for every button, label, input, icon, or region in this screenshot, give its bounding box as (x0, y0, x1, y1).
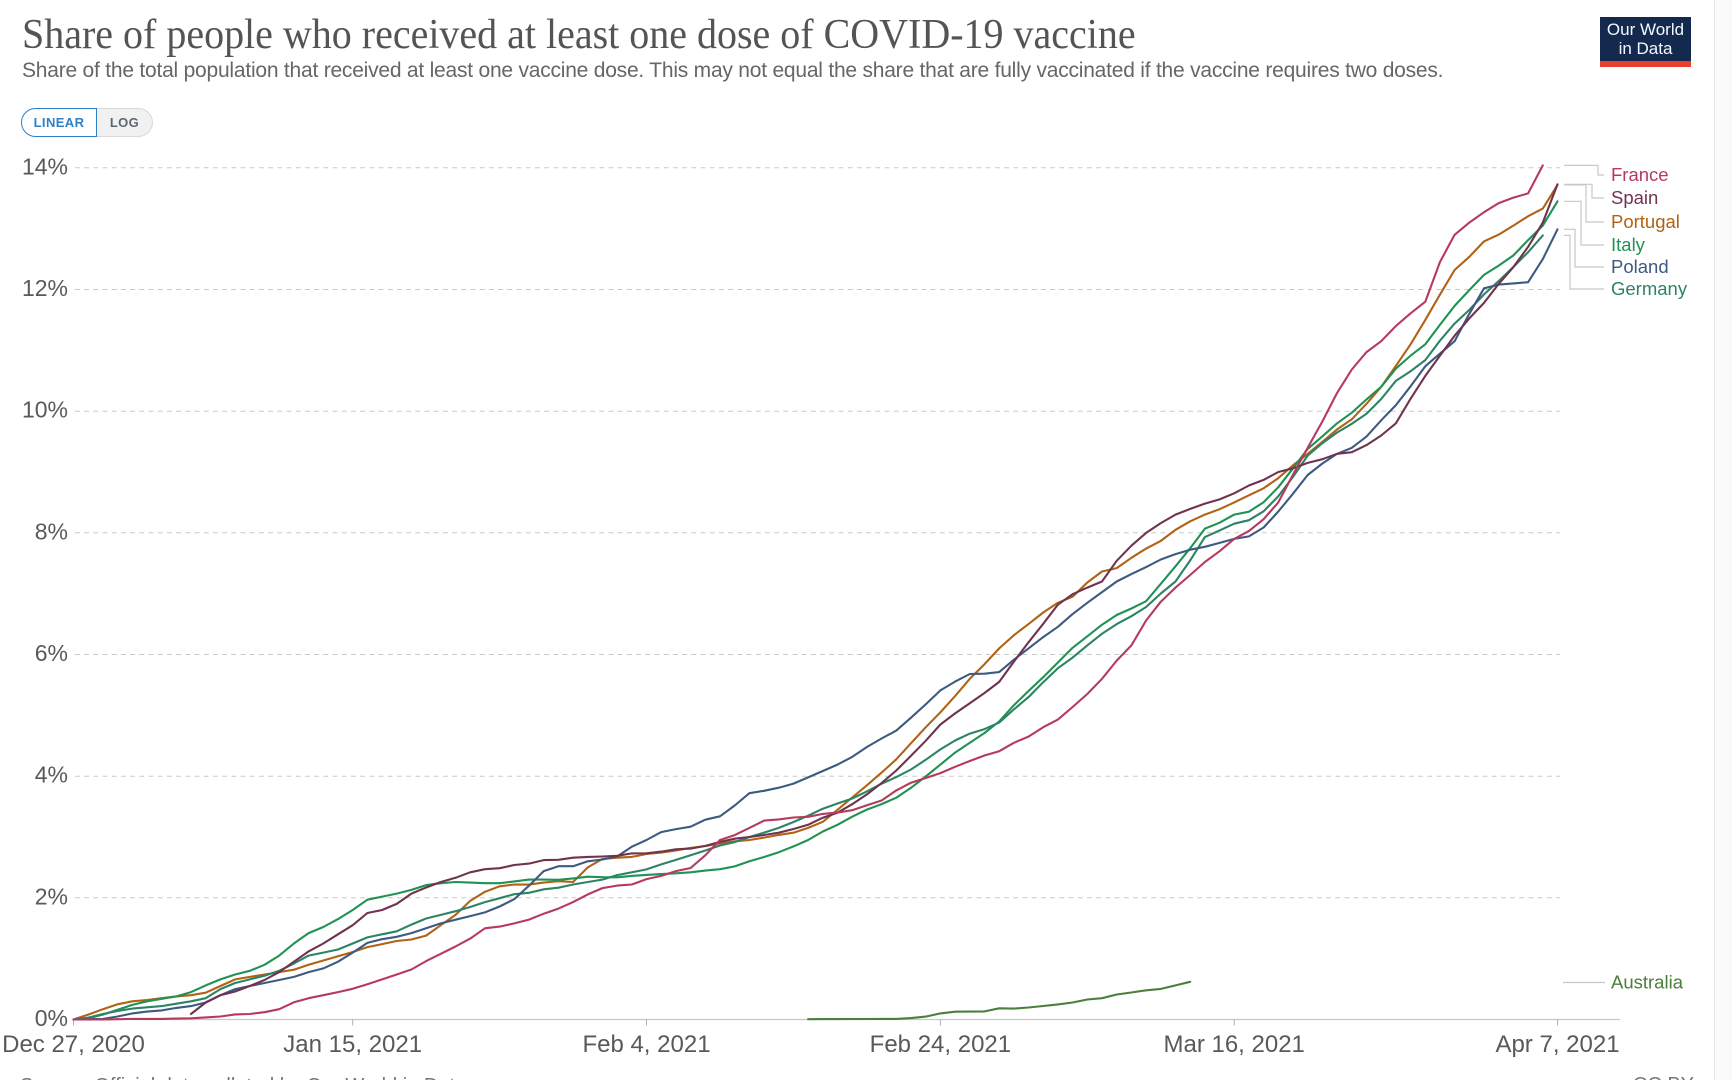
svg-text:CC BY: CC BY (1633, 1074, 1694, 1080)
svg-text:Portugal: Portugal (1611, 211, 1680, 232)
svg-text:Feb 24, 2021: Feb 24, 2021 (870, 1031, 1011, 1058)
svg-text:Italy: Italy (1611, 234, 1646, 255)
svg-text:Source: Official data collated: Source: Official data collated by Our Wo… (20, 1075, 467, 1080)
svg-text:8%: 8% (35, 518, 68, 544)
svg-text:Apr 7, 2021: Apr 7, 2021 (1495, 1031, 1619, 1058)
svg-text:4%: 4% (35, 762, 68, 788)
svg-text:Germany: Germany (1611, 278, 1688, 299)
svg-text:12%: 12% (22, 275, 68, 301)
svg-text:Mar 16, 2021: Mar 16, 2021 (1163, 1031, 1304, 1058)
svg-text:Spain: Spain (1611, 187, 1658, 208)
svg-text:2%: 2% (35, 883, 68, 909)
svg-text:Poland: Poland (1611, 256, 1669, 277)
svg-text:Feb 4, 2021: Feb 4, 2021 (582, 1031, 710, 1058)
svg-text:0%: 0% (35, 1005, 68, 1031)
svg-text:14%: 14% (22, 153, 68, 179)
svg-text:10%: 10% (22, 397, 68, 423)
svg-text:6%: 6% (35, 640, 68, 666)
svg-text:Dec 27, 2020: Dec 27, 2020 (2, 1031, 145, 1058)
svg-text:France: France (1611, 164, 1669, 185)
svg-text:Australia: Australia (1611, 972, 1684, 993)
svg-text:Jan 15, 2021: Jan 15, 2021 (283, 1031, 422, 1058)
